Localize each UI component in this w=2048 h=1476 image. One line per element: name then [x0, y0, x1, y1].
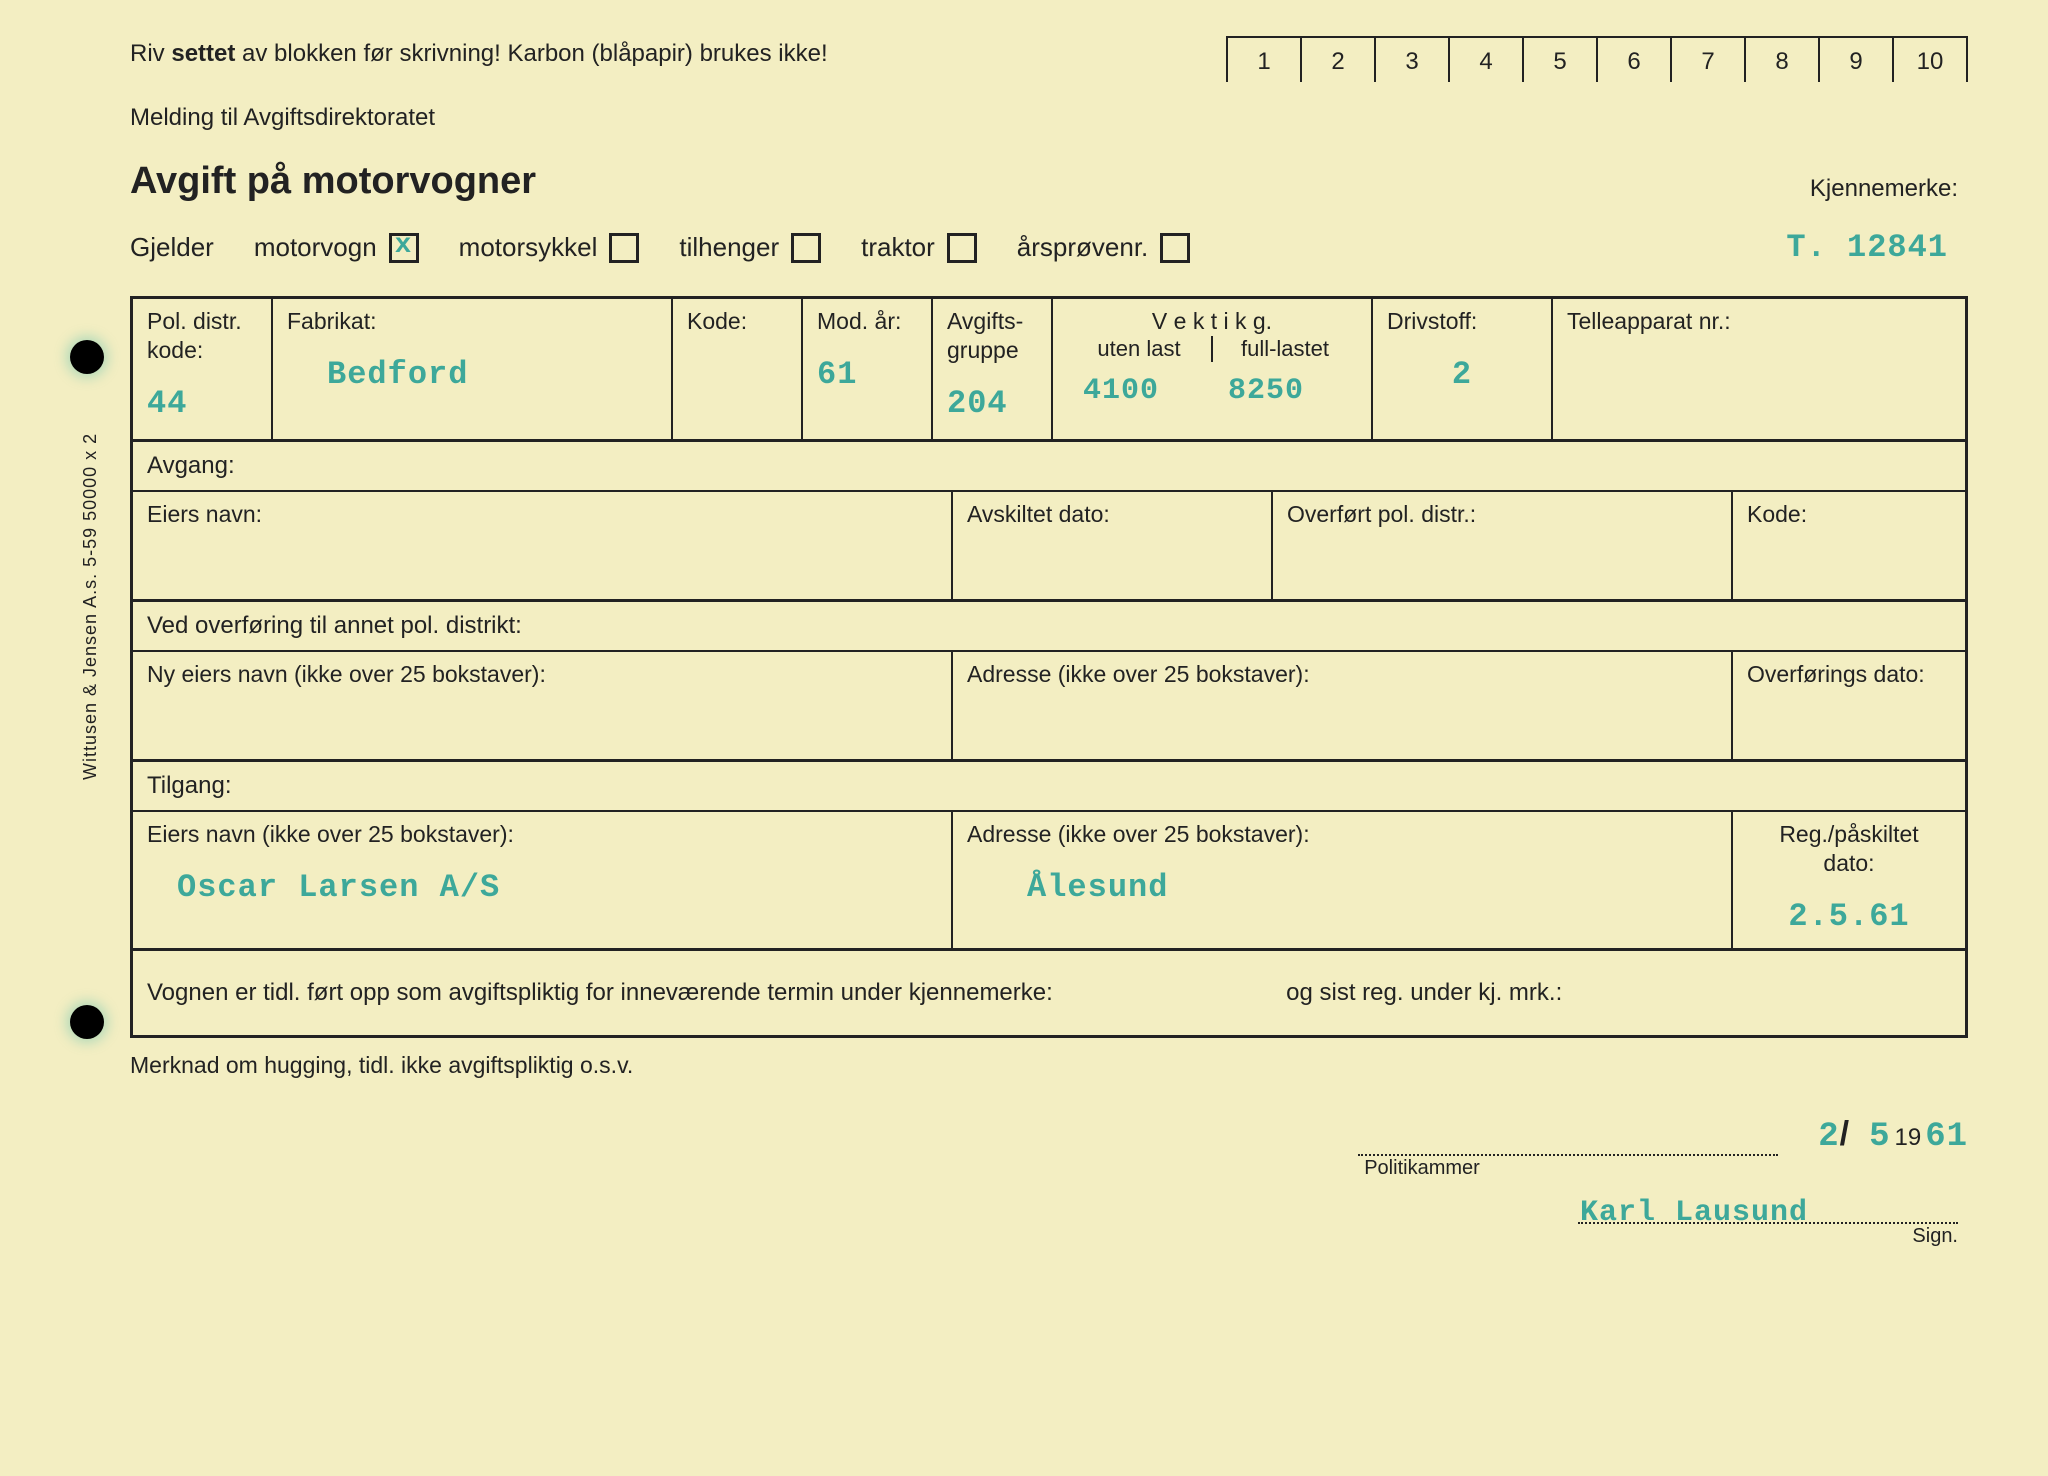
form-page: Wittusen & Jensen A.s. 5-59 50000 x 2 Ri…: [0, 0, 2048, 1476]
kjennemerke-label: Kjennemerke:: [1810, 175, 1958, 203]
val-tilgang-dato: 2.5.61: [1747, 898, 1951, 938]
form-title: Avgift på motorvogner: [130, 160, 536, 203]
date-month: 5: [1869, 1118, 1890, 1156]
numcell: 8: [1746, 36, 1820, 82]
lbl-vekt-full: full-lastet: [1213, 336, 1357, 362]
section-avgang: Avgang:: [133, 442, 1965, 490]
numcell: 6: [1598, 36, 1672, 82]
val-vekt-uten: 4100: [1067, 374, 1212, 408]
lbl-drivstoff: Drivstoff:: [1387, 307, 1537, 336]
checkbox-icon: [1160, 233, 1190, 263]
lbl-kode: Kode:: [687, 307, 787, 336]
val-kode: [687, 356, 787, 396]
checkbox-arsprovenr[interactable]: årsprøvenr.: [1017, 232, 1191, 263]
number-strip: 1 2 3 4 5 6 7 8 9 10: [1226, 36, 1968, 82]
gjelder-label: Gjelder: [130, 232, 214, 263]
lbl-tilgang-eier: Eiers navn (ikke over 25 bokstaver):: [147, 820, 937, 849]
numcell: 2: [1302, 36, 1376, 82]
cb-label: motorvogn: [254, 232, 377, 263]
politikammer-label: Politikammer: [1364, 1157, 1480, 1180]
checkbox-tilhenger[interactable]: tilhenger: [679, 232, 821, 263]
numcell: 7: [1672, 36, 1746, 82]
lbl-vekt-uten: uten last: [1067, 336, 1213, 362]
lbl-nyeier: Ny eiers navn (ikke over 25 bokstaver):: [147, 660, 937, 689]
lbl-telle: Telleapparat nr.:: [1567, 307, 1951, 336]
lbl-poldistr: Pol. distr.kode:: [147, 307, 257, 365]
lbl-overfort: Overført pol. distr.:: [1287, 500, 1717, 529]
numcell: 4: [1450, 36, 1524, 82]
checkbox-icon: [947, 233, 977, 263]
punch-hole: [70, 1005, 104, 1039]
val-fabrikat: Bedford: [287, 356, 657, 396]
val-avgift: 204: [947, 385, 1037, 425]
date-year: 61: [1925, 1118, 1968, 1156]
lbl-ov-dato: Overførings dato:: [1747, 660, 1951, 689]
lbl-fabrikat: Fabrikat:: [287, 307, 657, 336]
numcell: 1: [1228, 36, 1302, 82]
lbl-avgift: Avgifts-gruppe: [947, 307, 1037, 365]
lbl-tilgang-adresse: Adresse (ikke over 25 bokstaver):: [967, 820, 1717, 849]
cb-label: tilhenger: [679, 232, 779, 263]
vognen-b: og sist reg. under kj. mrk.:: [1286, 979, 1562, 1006]
lbl-tilgang-dato: Reg./påskiltetdato:: [1747, 820, 1951, 878]
lbl-avskiltet: Avskiltet dato:: [967, 500, 1257, 529]
section-tilgang: Tilgang:: [133, 762, 1965, 810]
numcell: 3: [1376, 36, 1450, 82]
section-overforing: Ved overføring til annet pol. distrikt:: [133, 602, 1965, 650]
lbl-avgang-eier: Eiers navn:: [147, 500, 937, 529]
instruction-text: Riv settet av blokken før skrivning! Kar…: [130, 40, 828, 68]
signature-area: Politikammer 2 / 5 19 61 Karl Lausund Si…: [130, 1115, 1968, 1156]
val-drivstoff: 2: [1387, 356, 1537, 396]
cb-label: motorsykkel: [459, 232, 598, 263]
checkbox-traktor[interactable]: traktor: [861, 232, 977, 263]
numcell: 9: [1820, 36, 1894, 82]
numcell: 10: [1894, 36, 1968, 82]
lbl-vekt: V e k t i k g.: [1067, 307, 1357, 336]
lbl-avgang-kode: Kode:: [1747, 500, 1951, 529]
val-vekt-full: 8250: [1212, 374, 1357, 408]
val-tilgang-adresse: Ålesund: [967, 869, 1717, 909]
sign-label: Sign.: [1912, 1225, 1958, 1248]
signer-name: Karl Lausund: [1580, 1196, 1808, 1230]
lbl-modar: Mod. år:: [817, 307, 917, 336]
printer-mark: Wittusen & Jensen A.s. 5-59 50000 x 2: [80, 433, 101, 780]
cb-label: traktor: [861, 232, 935, 263]
checkbox-motorsykkel[interactable]: motorsykkel: [459, 232, 640, 263]
val-telle: [1567, 356, 1951, 396]
vognen-a: Vognen er tidl. ført opp som avgiftsplik…: [147, 979, 1053, 1006]
century-label: 19: [1894, 1124, 1921, 1152]
checkbox-icon: [609, 233, 639, 263]
cb-label: årsprøvenr.: [1017, 232, 1149, 263]
melding-label: Melding til Avgiftsdirektoratet: [130, 104, 1968, 132]
checkbox-icon: x: [389, 233, 419, 263]
kjennemerke-value: T. 12841: [1786, 229, 1948, 266]
val-poldistr: 44: [147, 385, 257, 425]
vehicle-type-group: Gjelder motorvogn x motorsykkel tilhenge…: [130, 232, 1190, 263]
numcell: 5: [1524, 36, 1598, 82]
checkbox-motorvogn[interactable]: motorvogn x: [254, 232, 419, 263]
checkbox-icon: [791, 233, 821, 263]
form-grid: Pol. distr.kode: 44 Fabrikat: Bedford Ko…: [130, 296, 1968, 1038]
lbl-ov-adresse: Adresse (ikke over 25 bokstaver):: [967, 660, 1717, 689]
vognen-line: Vognen er tidl. ført opp som avgiftsplik…: [133, 951, 1965, 1035]
merknad-label: Merknad om hugging, tidl. ikke avgiftspl…: [130, 1052, 1968, 1079]
punch-hole: [70, 340, 104, 374]
val-tilgang-eier: Oscar Larsen A/S: [147, 869, 937, 909]
val-modar: 61: [817, 356, 917, 396]
